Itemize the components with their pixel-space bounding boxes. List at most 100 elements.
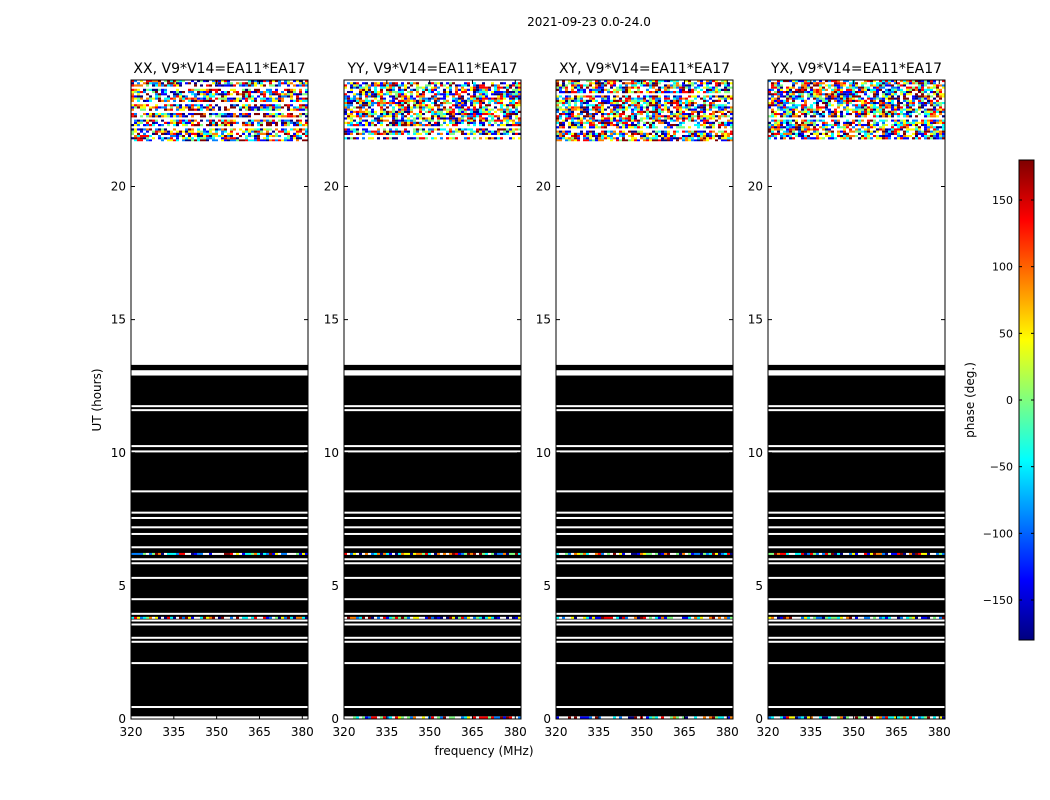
flag-gap — [344, 623, 521, 626]
flag-gap — [768, 546, 945, 549]
panel-frame — [130, 79, 309, 720]
x-tick-label: 380 — [504, 725, 527, 739]
y-tick-label: 10 — [748, 446, 763, 460]
panel-xx: XX, V9*V14=EA11*EA17 320 335 350 365 380 0 5 10 1… — [111, 61, 314, 739]
flag-gap — [344, 706, 521, 709]
colorbar-tick-label: 0 — [1006, 394, 1013, 407]
flag-gap — [768, 636, 945, 639]
flag-gap — [131, 619, 308, 622]
y-tick-label: 15 — [748, 313, 763, 327]
flag-gap — [556, 516, 733, 519]
phase-noise-band — [131, 80, 308, 142]
flag-gap — [556, 490, 733, 493]
y-tick-label: 20 — [111, 180, 126, 194]
y-tick-label: 10 — [536, 446, 551, 460]
phase-noise-line — [131, 552, 308, 555]
colorbar-tick-label: 100 — [992, 261, 1013, 274]
flag-gap — [556, 526, 733, 529]
colorbar: 150 100 50 0 −50 −100 −150 — [983, 159, 1035, 641]
flag-gap — [344, 598, 521, 601]
x-axis-label: frequency (MHz) — [434, 744, 533, 758]
flag-gap — [768, 409, 945, 412]
panel-title: XY, V9*V14=EA11*EA17 — [559, 61, 730, 77]
flag-gap — [768, 445, 945, 448]
panel-title: XX, V9*V14=EA11*EA17 — [133, 61, 305, 77]
phase-noise-line — [768, 552, 945, 555]
phase-noise-line — [344, 552, 521, 555]
colorbar-tick-label: 50 — [999, 327, 1013, 340]
phase-noise-line — [768, 616, 945, 619]
flag-gap — [344, 576, 521, 579]
flag-gap — [556, 405, 733, 408]
panel-frame — [343, 79, 522, 720]
flag-gap — [768, 405, 945, 408]
y-tick-label: 0 — [118, 712, 126, 726]
flag-gap — [131, 576, 308, 579]
flag-gap — [131, 409, 308, 412]
flag-gap — [344, 532, 521, 535]
flag-gap — [131, 511, 308, 514]
phase-band — [131, 375, 308, 717]
y-axis-label: UT (hours) — [90, 368, 104, 431]
phase-noise-band — [344, 82, 521, 140]
flag-gap — [344, 511, 521, 514]
flag-gap — [768, 516, 945, 519]
flag-gap — [556, 409, 733, 412]
flag-gap — [131, 450, 308, 453]
flag-gap — [768, 511, 945, 514]
flag-gap — [768, 490, 945, 493]
flag-gap — [131, 562, 308, 565]
flag-gap — [131, 405, 308, 408]
y-tick-label: 20 — [536, 180, 551, 194]
flag-gap — [344, 516, 521, 519]
y-tick-label: 5 — [331, 579, 339, 593]
flag-gap — [131, 445, 308, 448]
flag-gap — [768, 612, 945, 615]
phase-noise-band — [768, 80, 945, 140]
flag-gap — [768, 450, 945, 453]
flag-gap — [131, 516, 308, 519]
flag-gap — [344, 409, 521, 412]
colorbar-tick-label: 150 — [992, 194, 1013, 207]
flag-gap — [768, 532, 945, 535]
flag-gap — [131, 598, 308, 601]
flag-gap — [556, 558, 733, 561]
colorbar-tick-label: −150 — [983, 594, 1013, 607]
phase-band — [768, 375, 945, 717]
flag-gap — [768, 598, 945, 601]
flag-gap — [131, 532, 308, 535]
flag-gap — [556, 511, 733, 514]
y-tick-label: 10 — [324, 446, 339, 460]
y-tick-label: 5 — [755, 579, 763, 593]
flag-gap — [556, 546, 733, 549]
y-tick-label: 5 — [118, 579, 126, 593]
flag-gap — [768, 576, 945, 579]
flag-gap — [556, 623, 733, 626]
flag-gap — [768, 526, 945, 529]
flag-gap — [344, 619, 521, 622]
flag-gap — [556, 636, 733, 639]
flag-gap — [556, 706, 733, 709]
flag-gap — [131, 558, 308, 561]
x-tick-label: 320 — [333, 725, 356, 739]
phase-noise-line — [344, 616, 521, 619]
x-tick-label: 350 — [205, 725, 228, 739]
x-tick-label: 350 — [630, 725, 653, 739]
y-tick-label: 15 — [536, 313, 551, 327]
x-tick-label: 320 — [545, 725, 568, 739]
panel-yx: YX, V9*V14=EA11*EA17 320 335 350 365 380 0 5 10 1… — [748, 61, 951, 739]
flag-gap — [344, 405, 521, 408]
x-tick-label: 365 — [885, 725, 908, 739]
flag-gap — [556, 640, 733, 643]
y-tick-label: 15 — [111, 313, 126, 327]
x-tick-label: 335 — [587, 725, 610, 739]
x-tick-label: 380 — [716, 725, 739, 739]
x-tick-label: 320 — [757, 725, 780, 739]
colorbar-tick-label: −50 — [990, 461, 1013, 474]
y-tick-label: 5 — [543, 579, 551, 593]
x-tick-label: 380 — [928, 725, 951, 739]
phase-band — [556, 364, 733, 371]
x-tick-label: 365 — [248, 725, 271, 739]
phase-band — [556, 375, 733, 717]
